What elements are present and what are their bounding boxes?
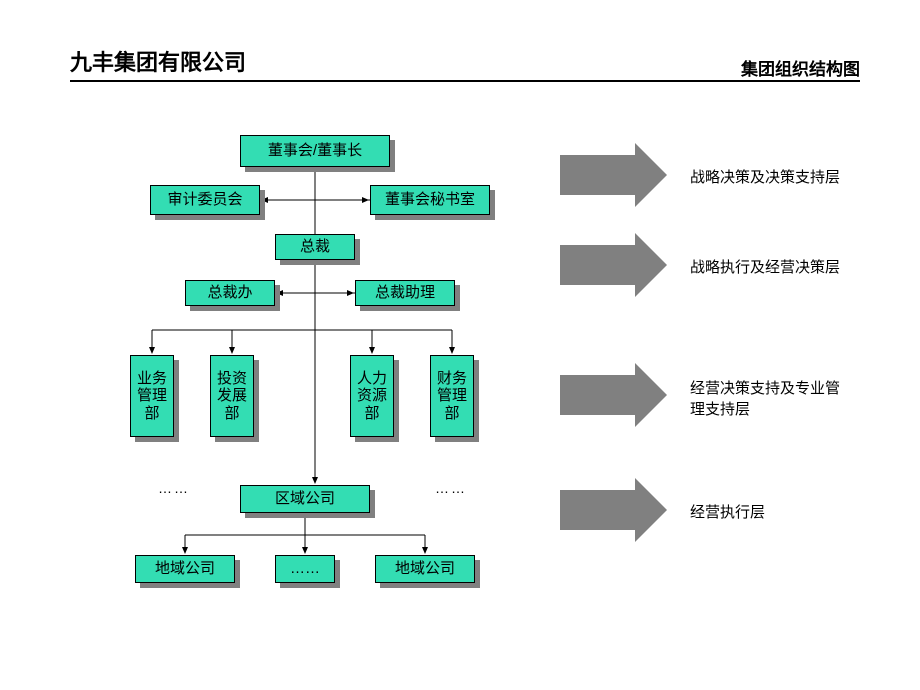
box-audit: 审计委员会 [150,185,260,215]
box-pres_assist: 总裁助理 [355,280,455,306]
box-chairman: 董事会/董事长 [240,135,390,167]
chart-subtitle: 集团组织结构图 [741,55,860,80]
layer-label-0: 战略决策及决策支持层 [690,167,840,188]
box-dept2: 投资发展部 [210,355,254,437]
header-underline [70,80,860,82]
layer-arrow-1-head [635,233,667,297]
box-secretariat: 董事会秘书室 [370,185,490,215]
layer-arrow-3-body [560,490,635,530]
layer-label-2: 经营决策支持及专业管理支持层 [690,378,850,420]
box-dept4: 财务管理部 [430,355,474,437]
ellipsis-right: …… [435,480,467,496]
ellipsis-left: …… [158,480,190,496]
box-president: 总裁 [275,234,355,260]
org-chart-canvas: 九丰集团有限公司 集团组织结构图 董事会/董事长审计委员会 董事会秘书室总裁总裁办… [0,0,920,690]
layer-arrow-0-body [560,155,635,195]
layer-arrow-3-head [635,478,667,542]
layer-label-3: 经营执行层 [690,502,765,523]
box-dept3: 人力资源部 [350,355,394,437]
layer-arrow-2-body [560,375,635,415]
box-pres_office: 总裁办 [185,280,275,306]
box-local2: 地域公司 [375,555,475,583]
box-local1: 地域公司 [135,555,235,583]
layer-arrow-2-head [635,363,667,427]
box-regional: 区域公司 [240,485,370,513]
box-dept1: 业务管理部 [130,355,174,437]
box-local_mid: …… [275,555,335,583]
layer-arrow-0-head [635,143,667,207]
layer-arrow-1-body [560,245,635,285]
company-title: 九丰集团有限公司 [70,45,246,77]
layer-label-1: 战略执行及经营决策层 [690,257,840,278]
